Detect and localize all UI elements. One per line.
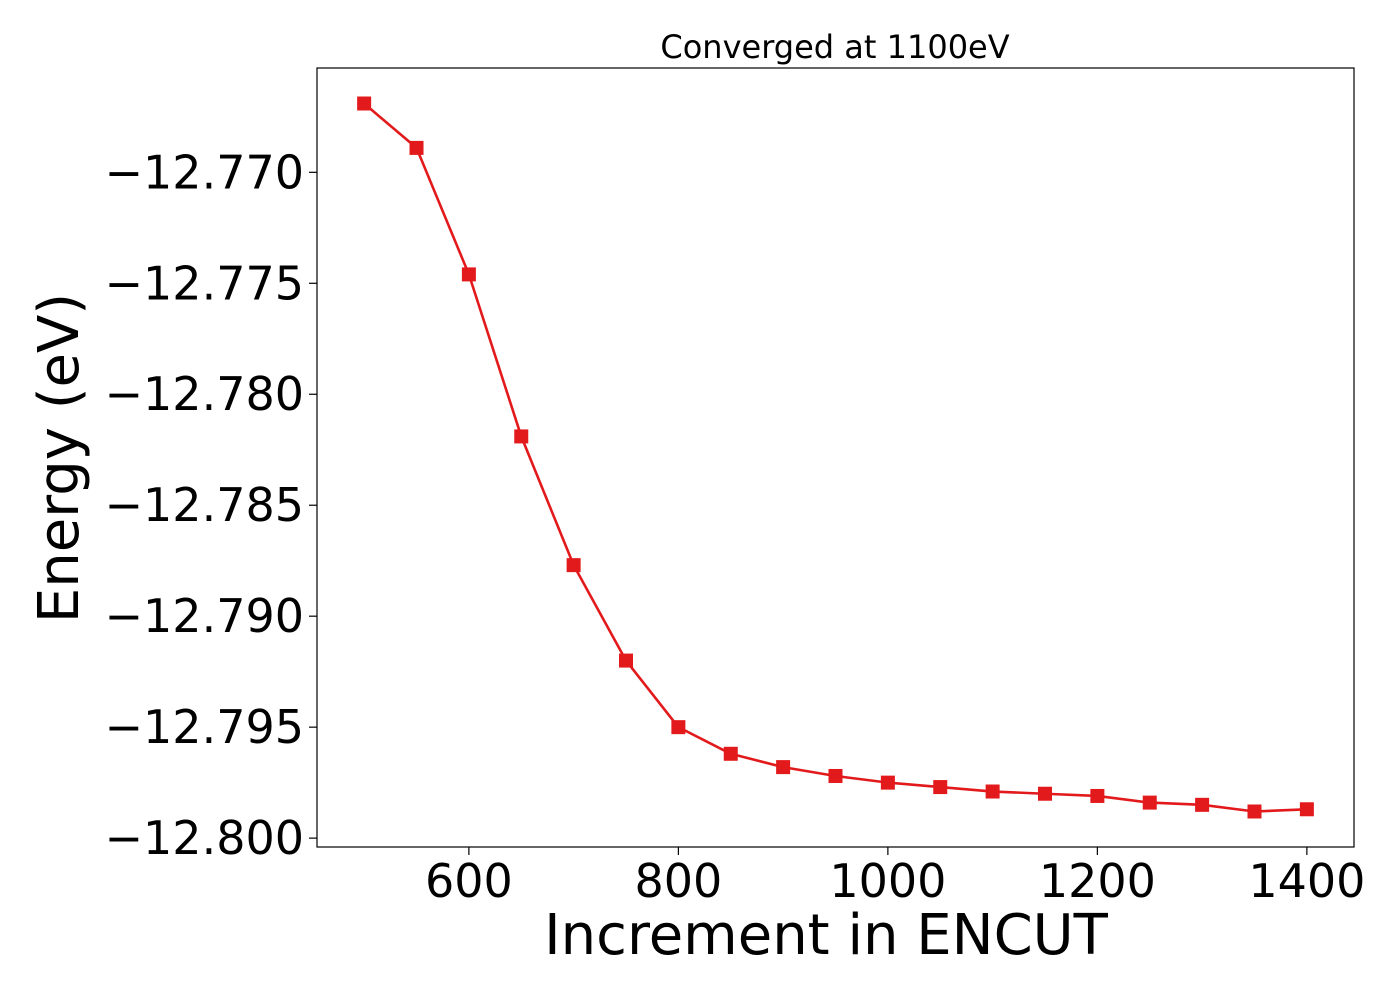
data-point-marker bbox=[880, 775, 895, 790]
y-tick-label: −12.800 bbox=[105, 811, 305, 865]
data-point-marker bbox=[461, 267, 476, 282]
data-point-marker bbox=[1247, 804, 1262, 819]
y-tick-label: −12.790 bbox=[105, 589, 305, 643]
y-tick-label: −12.770 bbox=[105, 145, 305, 199]
data-point-marker bbox=[357, 96, 372, 111]
data-point-marker bbox=[1090, 788, 1105, 803]
data-point-marker bbox=[776, 760, 791, 775]
data-point-marker bbox=[671, 720, 686, 735]
data-point-marker bbox=[1195, 797, 1210, 812]
x-tick-label: 600 bbox=[425, 854, 513, 908]
chart-title: Converged at 1100eV bbox=[660, 28, 1009, 66]
y-axis-ticks: −12.770 −12.775 −12.780 −12.785 −12.790 −12.7… bbox=[105, 145, 317, 865]
y-tick-label: −12.795 bbox=[105, 700, 305, 754]
data-point-marker bbox=[985, 784, 1000, 799]
y-tick-label: −12.775 bbox=[105, 256, 305, 310]
x-tick-label: 1400 bbox=[1248, 854, 1365, 908]
data-point-marker bbox=[1142, 795, 1157, 810]
data-point-marker bbox=[514, 429, 529, 444]
y-tick-label: −12.785 bbox=[105, 478, 305, 532]
data-point-marker bbox=[619, 653, 634, 668]
data-point-marker bbox=[723, 746, 738, 761]
data-point-marker bbox=[933, 780, 948, 795]
y-tick-label: −12.780 bbox=[105, 367, 305, 421]
data-point-marker bbox=[828, 768, 843, 783]
x-axis-ticks: 600 800 1000 1200 1400 bbox=[425, 847, 1365, 908]
y-axis-title: Energy (eV) bbox=[27, 293, 92, 623]
data-point-marker bbox=[1037, 786, 1052, 801]
x-tick-label: 1200 bbox=[1039, 854, 1156, 908]
x-tick-label: 1000 bbox=[829, 854, 946, 908]
data-point-marker bbox=[1299, 802, 1314, 817]
data-point-marker bbox=[409, 140, 424, 155]
x-tick-label: 800 bbox=[634, 854, 722, 908]
plot-area-frame bbox=[316, 67, 1355, 848]
data-point-marker bbox=[566, 558, 581, 573]
plot-marks bbox=[357, 96, 1314, 819]
x-axis-title: Increment in ENCUT bbox=[544, 903, 1109, 968]
